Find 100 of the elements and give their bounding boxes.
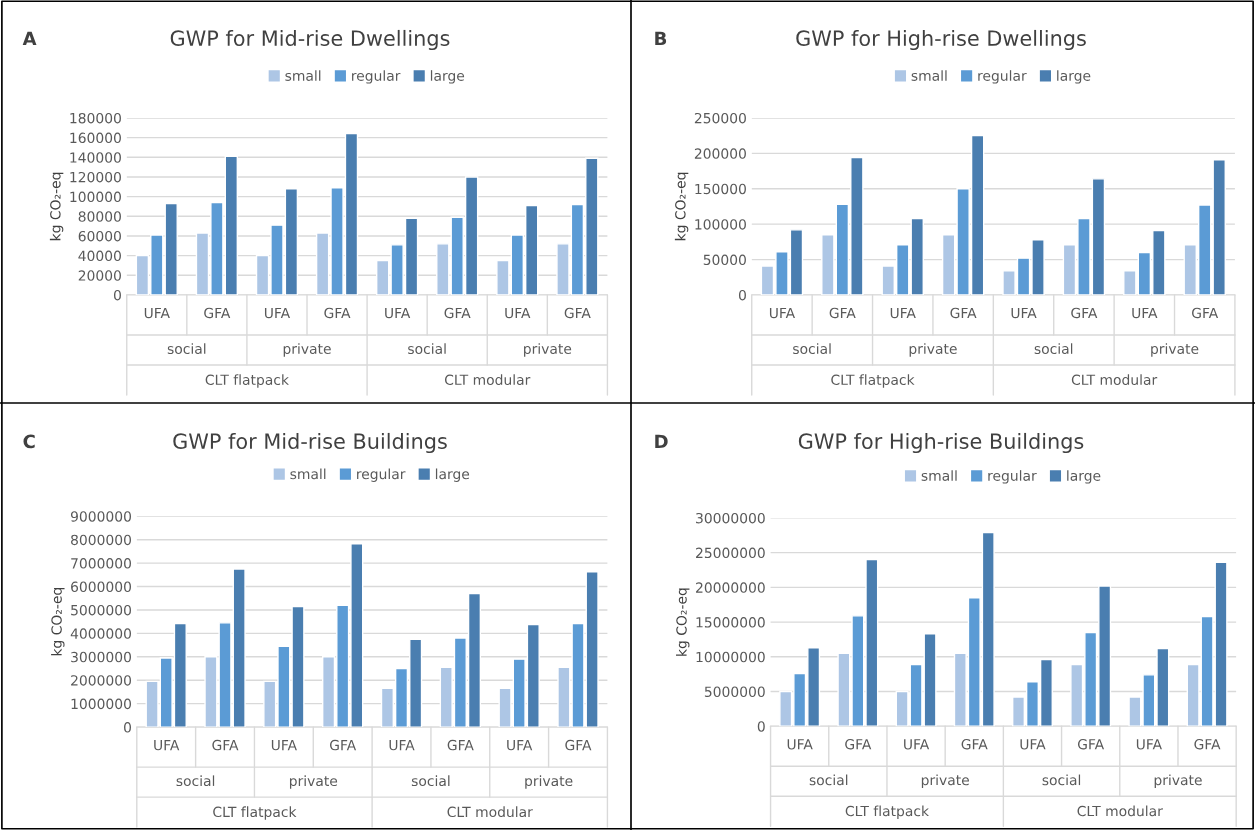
y-tick-label: 140000 <box>70 152 121 163</box>
y-tick-label: 250000 <box>694 112 746 124</box>
text: CLT modular <box>447 806 533 818</box>
text: social <box>176 775 215 787</box>
y-tick-label: 15000000 <box>696 617 765 628</box>
x-tick-label: UFA <box>505 307 531 319</box>
x-tick-label: GFA <box>1194 739 1221 750</box>
text: private <box>1154 774 1202 788</box>
text: B <box>655 31 667 45</box>
x-tick-label: UFA <box>1136 739 1162 750</box>
y-tick-label: 7000000 <box>71 558 132 569</box>
legend-label: large <box>1057 70 1091 84</box>
text: CLT modular <box>1071 374 1158 386</box>
legend-label: large <box>1067 470 1101 484</box>
x-tick-label: GFA <box>1071 307 1098 319</box>
x-tick-label: UFA <box>507 740 533 751</box>
text: CLT flatpack <box>845 805 929 819</box>
y-tick-label: 40000 <box>78 250 121 262</box>
y-tick-label: 100000 <box>70 191 121 203</box>
y-tick-label: 60000 <box>78 230 121 242</box>
text: private <box>525 775 573 789</box>
y-tick-label: 0 <box>738 289 746 301</box>
text: CLT modular <box>444 374 531 386</box>
text: CLT flatpack <box>831 374 915 388</box>
y-tick-label: 0 <box>113 289 121 301</box>
text: D <box>655 434 668 448</box>
x-tick-label: GFA <box>1077 739 1105 750</box>
x-tick-label: UFA <box>154 740 180 751</box>
y-tick-label: 6000000 <box>71 581 132 593</box>
text: A <box>22 31 37 45</box>
legend-label: small <box>285 70 321 81</box>
text: social <box>1034 343 1073 355</box>
y-tick-label: 1000000 <box>71 698 132 710</box>
y-tick-label: 0 <box>757 721 765 732</box>
legend-label: regular <box>988 470 1037 484</box>
x-tick-label: GFA <box>829 307 856 319</box>
text: C <box>23 434 35 449</box>
x-tick-label: UFA <box>1132 307 1158 319</box>
x-tick-label: UFA <box>271 740 297 751</box>
y-tick-label: 80000 <box>78 211 121 222</box>
y-axis-title: kg CO₂-eq <box>674 172 689 241</box>
x-tick-label: GFA <box>324 307 351 319</box>
legend-label: small <box>911 70 947 81</box>
bar <box>436 243 450 295</box>
y-tick-label: 100000 <box>695 219 746 230</box>
x-tick-label: GFA <box>447 739 474 751</box>
x-tick-label: UFA <box>385 307 411 319</box>
y-tick-label: 150000 <box>695 183 746 195</box>
y-tick-label: 160000 <box>70 132 121 144</box>
y-tick-label: 50000 <box>703 254 746 266</box>
legend-label: regular <box>357 468 406 482</box>
text: private <box>1151 343 1199 357</box>
y-tick-label: 2000000 <box>71 675 132 686</box>
x-tick-label: GFA <box>444 307 471 319</box>
text: private <box>524 343 572 357</box>
x-tick-label: UFA <box>144 307 170 319</box>
y-tick-label: 8000000 <box>71 534 132 546</box>
bar <box>164 202 178 295</box>
chart-title: GWP for High-rise Buildings <box>798 432 1084 454</box>
x-tick-label: UFA <box>904 739 930 750</box>
legend-label: small <box>921 470 957 481</box>
x-tick-label: GFA <box>204 307 231 319</box>
x-tick-label: GFA <box>329 739 357 751</box>
y-tick-label: 20000000 <box>696 582 765 593</box>
text: social <box>809 774 848 786</box>
y-tick-label: 20000 <box>78 270 121 281</box>
y-tick-label: 25000000 <box>696 547 765 559</box>
text: CLT modular <box>1077 805 1163 817</box>
y-axis-title: kg CO₂-eq <box>676 588 690 656</box>
y-tick-label: 0 <box>124 722 132 733</box>
x-tick-label: UFA <box>1020 739 1046 750</box>
text: private <box>289 775 338 789</box>
legend-label: regular <box>978 70 1027 84</box>
y-tick-label: 120000 <box>70 171 121 183</box>
x-tick-label: GFA <box>950 307 977 319</box>
x-tick-label: GFA <box>1192 307 1219 319</box>
text: CLT flatpack <box>205 374 289 388</box>
y-tick-label: 5000000 <box>71 604 132 616</box>
y-tick-label: 4000000 <box>70 628 132 639</box>
text: social <box>1042 774 1081 786</box>
y-tick-label: 180000 <box>70 112 121 124</box>
y-tick-label: 3000000 <box>71 651 132 663</box>
y-tick-label: 200000 <box>694 148 746 159</box>
text: social <box>411 775 450 787</box>
chart-title: GWP for Mid-rise Buildings <box>173 432 447 454</box>
x-tick-label: GFA <box>564 307 591 319</box>
y-axis-title: kg CO₂-eq <box>51 588 65 656</box>
y-tick-label: 30000000 <box>696 512 765 524</box>
x-tick-label: UFA <box>264 307 291 319</box>
y-tick-label: 9000000 <box>70 511 132 522</box>
text: social <box>408 343 446 355</box>
text: private <box>909 343 957 357</box>
text: private <box>921 774 969 788</box>
legend-label: large <box>430 70 465 84</box>
x-tick-label: UFA <box>1011 307 1037 319</box>
x-tick-label: GFA <box>845 739 872 750</box>
y-tick-label: 10000000 <box>696 651 765 663</box>
text: CLT flatpack <box>213 806 297 820</box>
legend-label: regular <box>352 70 401 84</box>
text: private <box>283 343 331 357</box>
